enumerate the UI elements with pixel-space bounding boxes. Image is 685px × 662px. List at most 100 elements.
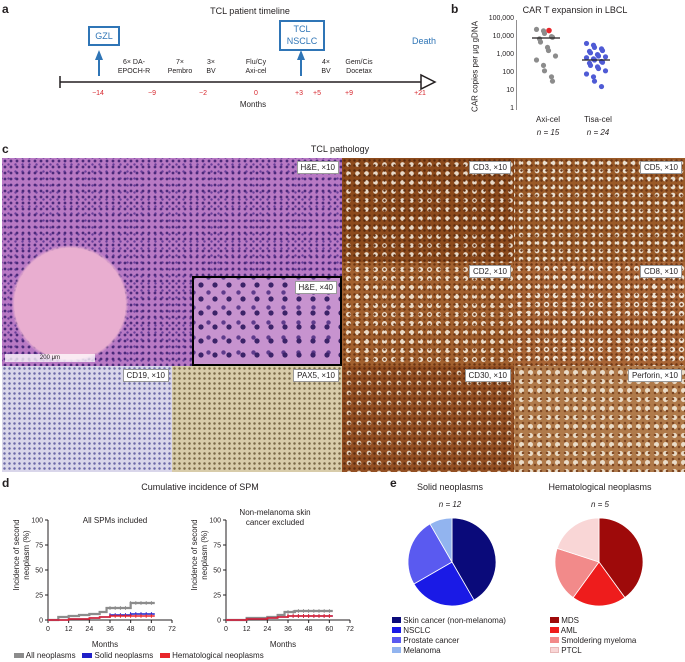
spm-right-title-l2: cancer excluded [245, 518, 305, 527]
spm-x-tick-label: 24 [85, 626, 93, 633]
solid-swatch-4 [392, 647, 401, 653]
ytick-1000: 1,000 [496, 51, 514, 58]
treatment-5: 4× BV [306, 58, 346, 76]
spm-right-xlabel: Months [269, 640, 297, 649]
pathology-title: TCL pathology [310, 144, 370, 154]
tick-p3: +3 [295, 90, 303, 97]
spm-y-tick-label: 25 [213, 593, 221, 600]
solid-legend-item-2: NSCLC [392, 626, 506, 636]
expansion-point [595, 53, 602, 59]
tick-m2: −2 [199, 90, 207, 97]
panel-label-c: c [2, 142, 9, 156]
he-x10-label: H&E, ×10 [296, 161, 339, 174]
treatment-3-l2: BV [206, 68, 216, 75]
spm-y-tick-label: 0 [39, 618, 43, 625]
expansion-point [541, 30, 548, 37]
pie-slice [554, 547, 600, 599]
expansion-point [583, 55, 590, 61]
cd19-image: CD19, ×10 [2, 366, 172, 472]
heme-legend-item-4: PTCL [550, 646, 636, 656]
expansion-point [583, 71, 590, 77]
treatment-3-l1: 3× [207, 59, 215, 66]
treatment-5-l1: 4× [322, 59, 330, 66]
perforin-image: Perforin, ×10 [514, 366, 685, 472]
ytick-10: 10 [506, 87, 514, 94]
pie-slice [413, 561, 475, 607]
heme-legend-item-1: MDS [550, 616, 636, 626]
he-x40-label: H&E, ×40 [294, 281, 337, 294]
expansion-point [583, 40, 590, 47]
ytick-100: 100 [502, 69, 514, 76]
heme-swatch-2 [550, 627, 559, 633]
cd8-label: CD8, ×10 [639, 265, 682, 278]
timeline-axis-label: Months [239, 100, 267, 109]
legend-solid: Solid neoplasms [94, 651, 154, 660]
spm-x-tick-label: 12 [65, 626, 73, 633]
legend-heme: Hematological neoplasms [172, 651, 264, 660]
ytick-100000: 100,000 [488, 15, 514, 22]
treatment-4-l1: Flu/Cy [245, 59, 267, 66]
he-x40-inset: H&E, ×40 [192, 276, 342, 366]
treatment-1-l1: 6× DA- [123, 59, 145, 66]
legend-swatch-all [14, 653, 24, 659]
spm-x-tick-label: 12 [243, 626, 251, 633]
spm-x-tick-label: 48 [127, 626, 135, 633]
gzl-arrow-head [95, 50, 103, 60]
pie-slice [556, 517, 600, 563]
solid-legend-label-1: Skin cancer (non-melanoma) [403, 616, 506, 625]
treatment-1-l2: EPOCH-R [117, 68, 151, 75]
perforin-label: Perforin, ×10 [627, 369, 682, 382]
solid-legend-item-4: Melanoma [392, 646, 506, 656]
expansion-point [587, 50, 594, 56]
heme-swatch-1 [550, 617, 559, 623]
heme-legend-label-3: Smoldering myeloma [561, 636, 637, 645]
pax5-image: PAX5, ×10 [172, 366, 342, 472]
spm-x-tick-label: 60 [147, 626, 155, 633]
ytick-10000: 10,000 [492, 33, 514, 40]
spm-left-title: All SPMs included [82, 516, 148, 525]
cd2-image: CD2, ×10 [342, 262, 514, 366]
group-tisacel-label: Tisa-cel [584, 115, 612, 124]
treatment-4: Flu/Cy Axi-cel [236, 58, 276, 76]
treatment-2: 7× Pembro [160, 58, 200, 76]
solid-legend: Skin cancer (non-melanoma) NSCLC Prostat… [392, 616, 506, 656]
spm-title: Cumulative incidence of SPM [141, 482, 259, 492]
heme-pie-n: n = 5 [590, 500, 609, 509]
tick-m14: −14 [92, 90, 104, 97]
heme-legend: MDS AML Smoldering myeloma PTCL [550, 616, 636, 656]
heme-swatch-3 [550, 637, 559, 643]
tcl-box-line2: NSCLC [286, 36, 318, 46]
spm-right-plot: 0 25 50 75 100 0 12 24 36 48 60 72 [209, 518, 354, 634]
spm-series-line [48, 601, 155, 622]
legend-swatch-solid [82, 653, 93, 659]
treatment-6-l1: Gem/Cis [345, 59, 373, 66]
pie-slice [572, 561, 626, 607]
spm-series-line [48, 615, 155, 621]
tcl-nsclc-box: TCL NSCLC [279, 20, 325, 51]
spm-y-tick-label: 100 [209, 518, 221, 525]
expansion-point [598, 83, 605, 90]
expansion-point [602, 68, 609, 74]
pie-slice [451, 517, 497, 601]
solid-legend-label-3: Prostate cancer [403, 636, 460, 645]
timeline-svg [59, 50, 437, 91]
timeline-title: TCL patient timeline [210, 6, 290, 16]
treatment-4-l2: Axi-cel [245, 68, 267, 75]
gzl-box: GZL [88, 26, 120, 46]
tick-p5: +5 [313, 90, 321, 97]
expansion-point [548, 74, 555, 80]
expansion-point [590, 74, 597, 80]
solid-swatch-1 [392, 617, 401, 623]
expansion-point [599, 47, 606, 54]
spm-x-tick-label: 72 [168, 626, 176, 633]
spm-x-tick-label: 36 [284, 626, 292, 633]
cd2-label: CD2, ×10 [468, 265, 511, 278]
spm-y-tick-label: 75 [213, 543, 221, 550]
cd30-label: CD30, ×10 [464, 369, 511, 382]
panel-label-b: b [451, 2, 459, 16]
tick-p9: +9 [345, 90, 353, 97]
heme-pie [554, 517, 644, 607]
heme-legend-label-1: MDS [561, 616, 580, 625]
ytick-1: 1 [510, 105, 514, 112]
panel-label-a: a [2, 2, 9, 16]
